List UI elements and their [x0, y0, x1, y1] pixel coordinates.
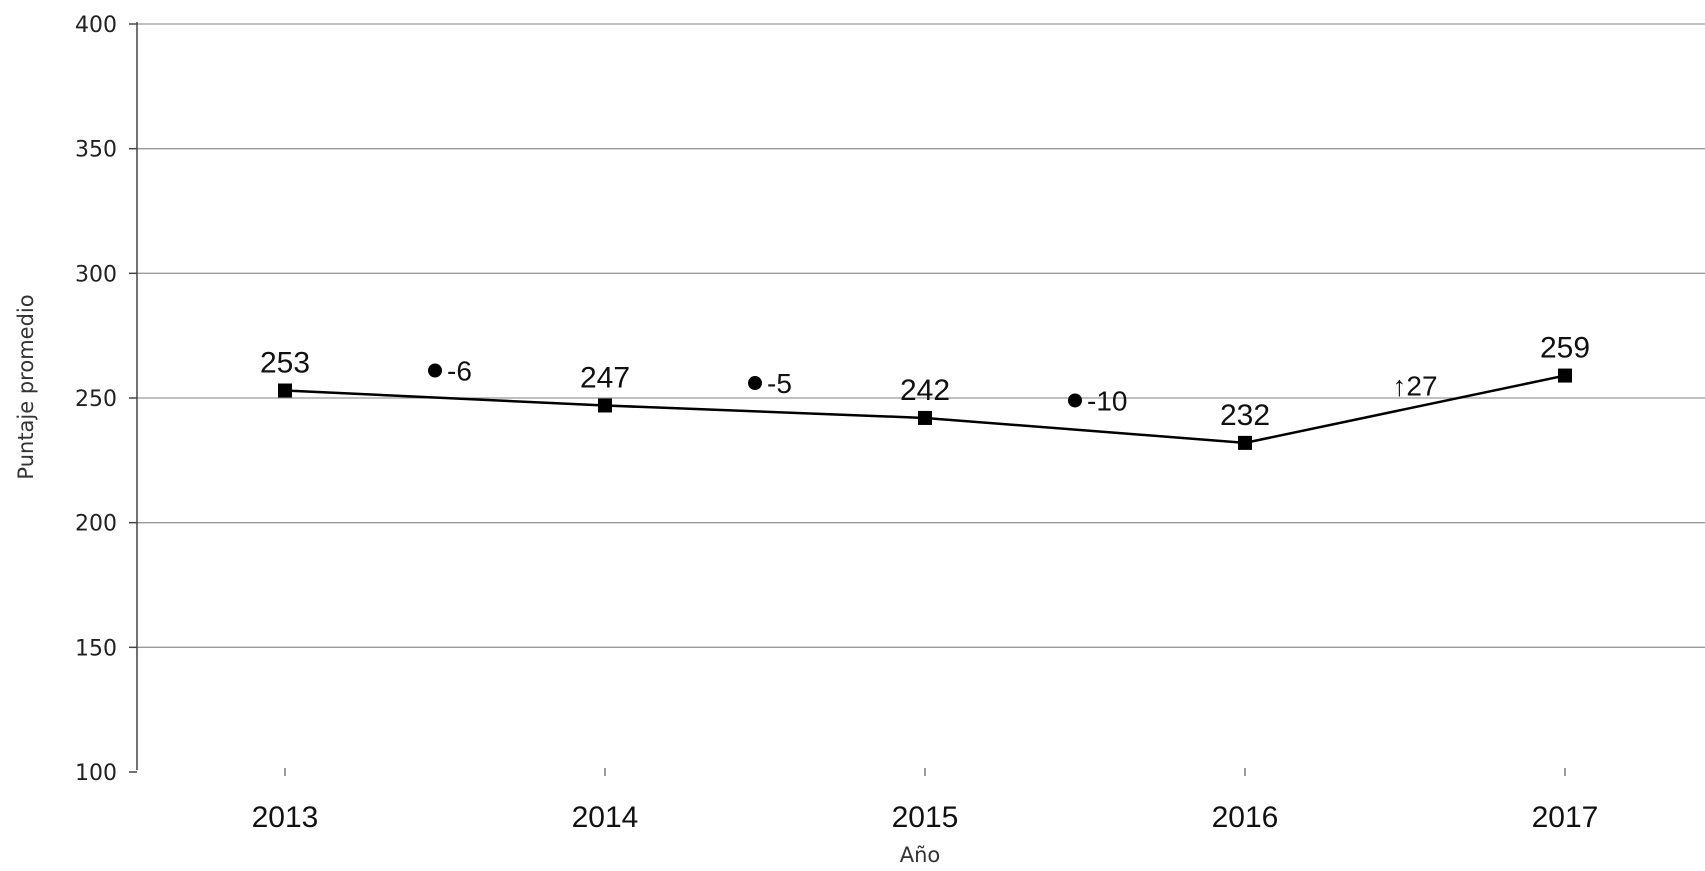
x-tick-labels: 2013 2014 2015 2016 2017: [252, 768, 1599, 834]
change-dot-1: [748, 376, 762, 391]
y-tick-label-300: 300: [75, 262, 117, 287]
data-labels: 253 247 242 232 259: [260, 332, 1590, 432]
change-annotations: -6 -5 -10 ↑27: [428, 356, 1438, 416]
x-tick-label-2013: 2013: [252, 801, 319, 834]
y-tick-label-100: 100: [75, 761, 117, 786]
y-tick-label-350: 350: [75, 138, 117, 163]
gridlines: [129, 23, 1705, 773]
y-axis-label: Puntaje promedio: [14, 294, 38, 479]
data-point-2014: [598, 398, 612, 413]
data-label-2015: 242: [900, 374, 950, 407]
data-label-2016: 232: [1220, 399, 1270, 432]
data-label-2013: 253: [260, 347, 310, 380]
change-dot-0: [428, 363, 442, 378]
change-label-3: ↑27: [1392, 371, 1437, 402]
x-tick-label-2017: 2017: [1532, 801, 1599, 834]
x-tick-label-2014: 2014: [572, 801, 639, 834]
change-label-1: -5: [767, 368, 792, 399]
y-tick-label-250: 250: [75, 387, 117, 412]
x-tick-label-2016: 2016: [1212, 801, 1279, 834]
series-line: [278, 368, 1572, 450]
data-point-2015: [918, 410, 932, 425]
y-tick-label-200: 200: [75, 512, 117, 537]
change-dot-2: [1068, 393, 1082, 408]
x-axis-label: Año: [900, 843, 941, 867]
y-tick-label-400: 400: [75, 13, 117, 38]
data-point-2016: [1238, 435, 1252, 450]
data-label-2014: 247: [580, 361, 630, 394]
data-point-2017: [1558, 368, 1572, 383]
data-label-2017: 259: [1540, 332, 1590, 365]
y-tick-label-150: 150: [75, 636, 117, 661]
x-tick-label-2015: 2015: [892, 801, 959, 834]
y-tick-labels: 100 150 200 250 300 350 400: [75, 13, 117, 786]
data-point-2013: [278, 383, 292, 398]
change-label-2: -10: [1087, 385, 1127, 416]
change-label-0: -6: [447, 356, 472, 387]
